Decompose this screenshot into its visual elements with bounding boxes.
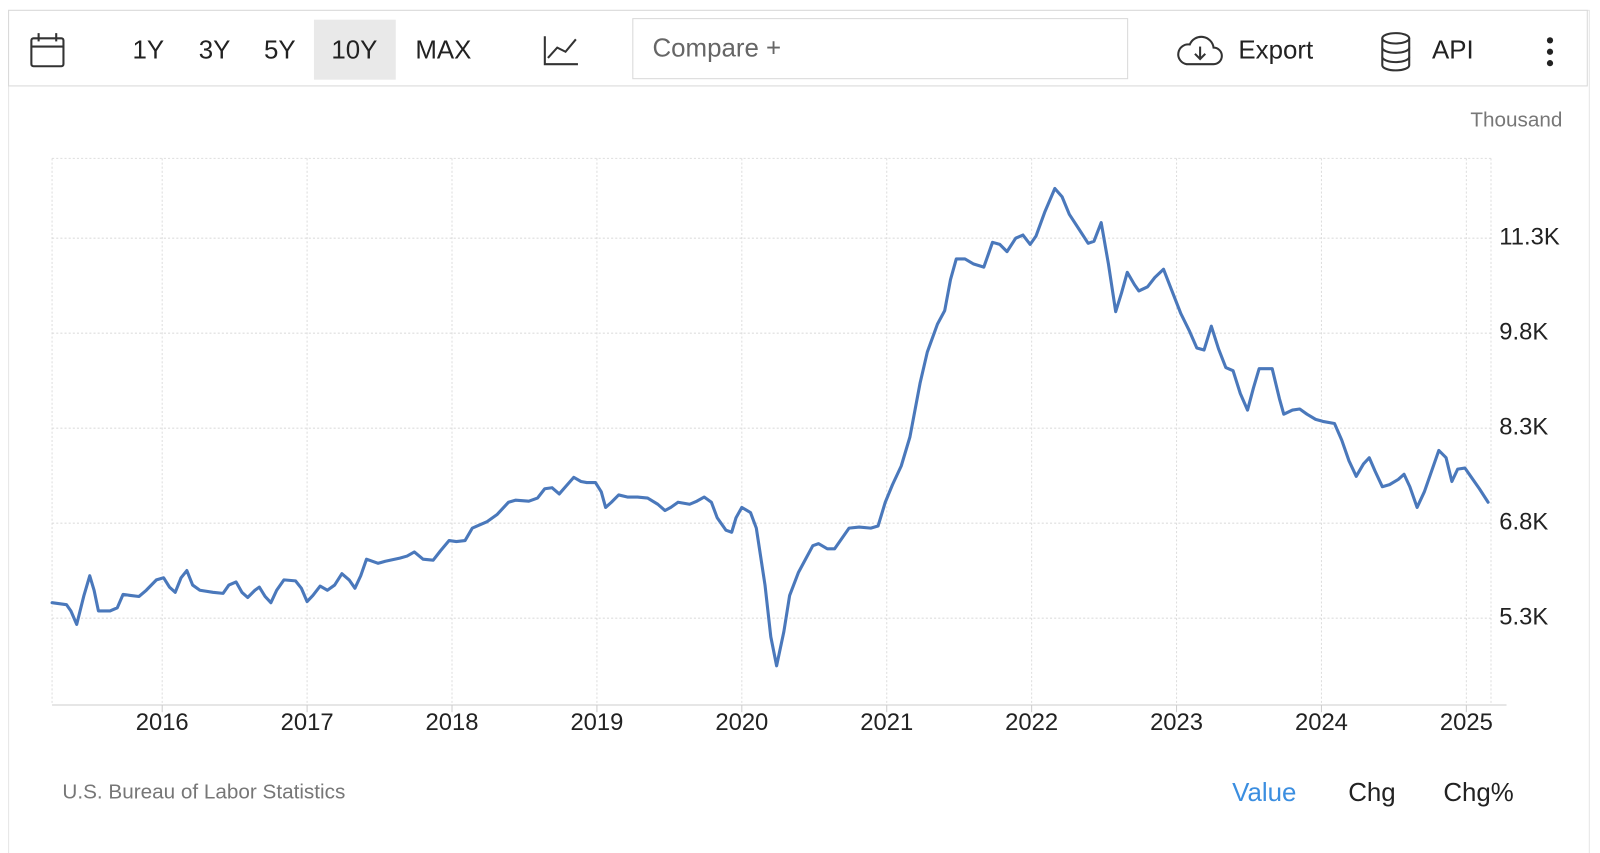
y-tick-label: 6.8K (1499, 508, 1548, 535)
source: U.S. Bureau of Labor Statistics (62, 780, 345, 803)
y-tick-label: 11.3K (1499, 223, 1560, 250)
y-tick-label: 5.3K (1499, 603, 1548, 630)
x-tick-label: 2016 (136, 709, 189, 736)
compare-placeholder: Compare + (652, 35, 781, 63)
y-tick-label: 9.8K (1499, 318, 1548, 345)
series-line (50, 186, 1490, 668)
range-selected-bg (313, 19, 396, 80)
x-tick-label: 2022 (1005, 709, 1058, 736)
unit-label: Thousand (1470, 109, 1562, 132)
more-menu[interactable] (1546, 37, 1554, 67)
view-toggle[interactable]: Chg (1348, 779, 1395, 807)
y-tick-label: 8.3K (1499, 413, 1548, 440)
calendar-icon[interactable] (30, 33, 65, 68)
x-tick-label: 2018 (426, 709, 479, 736)
view-toggle[interactable]: Chg% (1443, 779, 1513, 807)
range-button[interactable]: MAX (415, 37, 471, 65)
range-button[interactable]: 5Y (264, 37, 296, 65)
export-icon[interactable] (1177, 35, 1223, 66)
compare-input[interactable] (632, 18, 1129, 80)
api-icon[interactable] (1381, 32, 1411, 72)
range-button[interactable]: 1Y (133, 37, 165, 65)
x-tick-label: 2019 (570, 709, 623, 736)
range-button[interactable]: 10Y (331, 37, 377, 65)
x-tick-label: 2021 (860, 709, 913, 736)
x-tick-label: 2024 (1295, 709, 1348, 736)
view-toggle[interactable]: Value (1232, 779, 1296, 807)
x-tick-label: 2020 (715, 709, 768, 736)
chart-type-icon[interactable] (543, 36, 578, 66)
api-button[interactable]: API (1432, 37, 1474, 65)
x-tick-label: 2025 (1440, 709, 1493, 736)
range-button[interactable]: 3Y (199, 37, 231, 65)
x-tick-label: 2023 (1150, 709, 1203, 736)
export-button[interactable]: Export (1238, 37, 1313, 65)
x-tick-label: 2017 (281, 709, 334, 736)
card (8, 9, 1590, 853)
